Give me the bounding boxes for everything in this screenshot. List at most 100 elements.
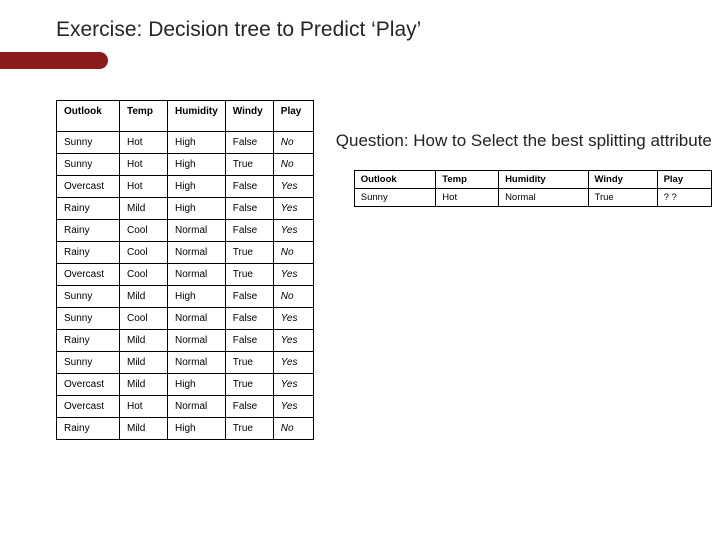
table-cell: Cool xyxy=(120,242,168,264)
table-cell: Hot xyxy=(120,154,168,176)
table-cell: Yes xyxy=(273,308,313,330)
table-row: RainyMildHighFalseYes xyxy=(57,198,314,220)
table-cell: High xyxy=(168,132,226,154)
col-header-windy: Windy xyxy=(588,171,657,189)
table-cell: Yes xyxy=(273,352,313,374)
table-cell: High xyxy=(168,286,226,308)
table-cell: Rainy xyxy=(57,330,120,352)
table-cell: Rainy xyxy=(57,198,120,220)
table-cell: Yes xyxy=(273,396,313,418)
table-row: RainyCoolNormalFalseYes xyxy=(57,220,314,242)
table-cell: True xyxy=(225,352,273,374)
col-header-humidity: Humidity xyxy=(168,101,226,132)
table-cell: Overcast xyxy=(57,264,120,286)
col-header-temp: Temp xyxy=(120,101,168,132)
table-cell: True xyxy=(225,374,273,396)
table-header-row: Outlook Temp Humidity Windy Play xyxy=(354,171,711,189)
table-row: OvercastHotHighFalseYes xyxy=(57,176,314,198)
table-row: RainyMildHighTrueNo xyxy=(57,418,314,440)
table-cell: Mild xyxy=(120,330,168,352)
table-cell: Normal xyxy=(168,264,226,286)
table-cell: Sunny xyxy=(57,132,120,154)
col-header-humidity: Humidity xyxy=(499,171,588,189)
table-cell: Yes xyxy=(273,220,313,242)
table-cell: No xyxy=(273,154,313,176)
cell-temp: Hot xyxy=(436,189,499,207)
table-cell: False xyxy=(225,396,273,418)
table-row: SunnyMildNormalTrueYes xyxy=(57,352,314,374)
table-row: RainyCoolNormalTrueNo xyxy=(57,242,314,264)
table-cell: Sunny xyxy=(57,154,120,176)
table-cell: Mild xyxy=(120,374,168,396)
table-header-row: Outlook Temp Humidity Windy Play xyxy=(57,101,314,132)
table-cell: Overcast xyxy=(57,374,120,396)
table-cell: Sunny xyxy=(57,286,120,308)
table-cell: Hot xyxy=(120,396,168,418)
table-cell: False xyxy=(225,330,273,352)
table-cell: Yes xyxy=(273,264,313,286)
table-cell: Normal xyxy=(168,330,226,352)
content-area: Outlook Temp Humidity Windy Play SunnyHo… xyxy=(56,100,712,440)
table-cell: High xyxy=(168,374,226,396)
table-cell: Rainy xyxy=(57,418,120,440)
query-table: Outlook Temp Humidity Windy Play Sunny H… xyxy=(354,170,712,207)
question-text: Question: How to Select the best splitti… xyxy=(356,130,712,152)
table-cell: True xyxy=(225,264,273,286)
table-cell: False xyxy=(225,308,273,330)
table-cell: Mild xyxy=(120,198,168,220)
table-row: SunnyCoolNormalFalseYes xyxy=(57,308,314,330)
table-row: RainyMildNormalFalseYes xyxy=(57,330,314,352)
table-cell: Sunny xyxy=(57,308,120,330)
table-cell: Cool xyxy=(120,308,168,330)
table-cell: High xyxy=(168,154,226,176)
table-cell: Cool xyxy=(120,264,168,286)
table-row: Sunny Hot Normal True ? ? xyxy=(354,189,711,207)
table-cell: Cool xyxy=(120,220,168,242)
table-cell: No xyxy=(273,286,313,308)
table-cell: True xyxy=(225,242,273,264)
table-cell: No xyxy=(273,418,313,440)
table-cell: Hot xyxy=(120,176,168,198)
table-row: OvercastHotNormalFalseYes xyxy=(57,396,314,418)
table-cell: Rainy xyxy=(57,220,120,242)
table-cell: True xyxy=(225,418,273,440)
table-cell: False xyxy=(225,176,273,198)
table-cell: High xyxy=(168,418,226,440)
table-row: SunnyHotHighTrueNo xyxy=(57,154,314,176)
table-cell: Sunny xyxy=(57,352,120,374)
col-header-windy: Windy xyxy=(225,101,273,132)
table-cell: False xyxy=(225,198,273,220)
cell-outlook: Sunny xyxy=(354,189,436,207)
table-row: SunnyMildHighFalseNo xyxy=(57,286,314,308)
table-cell: False xyxy=(225,132,273,154)
col-header-play: Play xyxy=(273,101,313,132)
table-cell: No xyxy=(273,242,313,264)
table-cell: No xyxy=(273,132,313,154)
table-row: OvercastCoolNormalTrueYes xyxy=(57,264,314,286)
accent-bar xyxy=(0,52,108,69)
table-cell: Mild xyxy=(120,286,168,308)
table-cell: Yes xyxy=(273,330,313,352)
col-header-temp: Temp xyxy=(436,171,499,189)
col-header-outlook: Outlook xyxy=(354,171,436,189)
main-data-table: Outlook Temp Humidity Windy Play SunnyHo… xyxy=(56,100,314,440)
table-cell: Normal xyxy=(168,220,226,242)
table-cell: Rainy xyxy=(57,242,120,264)
cell-play: ? ? xyxy=(657,189,711,207)
table-cell: Normal xyxy=(168,352,226,374)
table-cell: Overcast xyxy=(57,396,120,418)
table-cell: Mild xyxy=(120,418,168,440)
table-cell: Mild xyxy=(120,352,168,374)
table-cell: High xyxy=(168,198,226,220)
table-row: SunnyHotHighFalseNo xyxy=(57,132,314,154)
col-header-play: Play xyxy=(657,171,711,189)
table-cell: Overcast xyxy=(57,176,120,198)
table-cell: High xyxy=(168,176,226,198)
table-cell: Yes xyxy=(273,198,313,220)
cell-humidity: Normal xyxy=(499,189,588,207)
table-cell: Normal xyxy=(168,308,226,330)
table-row: OvercastMildHighTrueYes xyxy=(57,374,314,396)
table-cell: Yes xyxy=(273,176,313,198)
page-title: Exercise: Decision tree to Predict ‘Play… xyxy=(56,18,720,42)
cell-windy: True xyxy=(588,189,657,207)
